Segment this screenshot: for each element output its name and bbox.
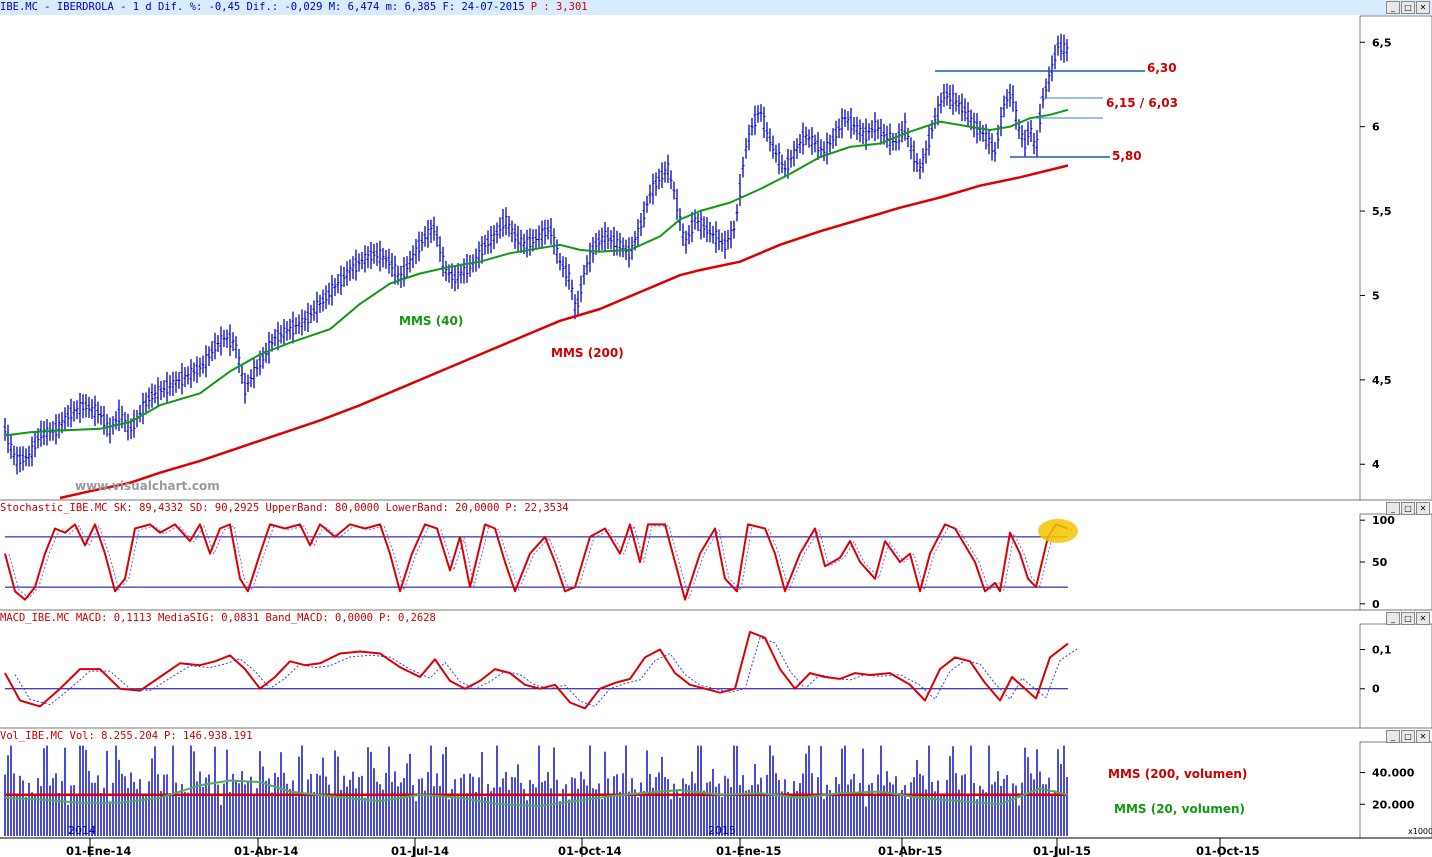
- macd-header-text: MACD_IBE.MC MACD: 0,1113 MediaSIG: 0,083…: [0, 612, 373, 624]
- macd-line: [4, 630, 1069, 710]
- vol-mms20-line: [4, 779, 1069, 807]
- macd-signal-line: [14, 637, 1079, 707]
- vol-header: Vol_IBE.MC Vol: 8.255.204 P: 146.938.191 …: [0, 729, 1432, 744]
- y-tick-label: 0: [1372, 683, 1380, 696]
- minimize-icon[interactable]: _: [1386, 1, 1400, 14]
- mms40-line: [4, 108, 1069, 437]
- x-tick-label: 01-Jul-14: [391, 844, 449, 857]
- maximize-icon[interactable]: □: [1401, 730, 1415, 743]
- stoch-header-text: Stochastic_IBE.MC SK: 89,4332 SD: 90,292…: [0, 502, 500, 514]
- stoch-sk-line: [4, 523, 1069, 601]
- vol-unit-label: x1000: [1408, 827, 1432, 836]
- label-580: 5,80: [1112, 149, 1142, 163]
- y-tick-label: 4,5: [1372, 374, 1392, 387]
- y-tick-label: 100: [1372, 514, 1395, 527]
- close-icon[interactable]: ✕: [1416, 1, 1430, 14]
- minimize-icon[interactable]: _: [1386, 612, 1400, 625]
- y-tick-label: 0: [1372, 598, 1380, 611]
- stoch-sd-line: [8, 525, 1073, 599]
- x-tick-label: 01-Abr-14: [234, 844, 298, 857]
- y-tick-label: 5,5: [1372, 205, 1392, 218]
- label-630: 6,30: [1147, 61, 1177, 75]
- y-tick-label: 20.000: [1372, 798, 1415, 811]
- watermark: www.visualchart.com: [75, 479, 220, 493]
- macd-header-p: P: 0,2628: [378, 612, 436, 624]
- y-tick-label: 40.000: [1372, 767, 1415, 780]
- x-tick-label: 01-Jul-15: [1033, 844, 1091, 857]
- y-tick-label: 50: [1372, 556, 1388, 569]
- vol-header-text: Vol_IBE.MC Vol: 8.255.204: [0, 730, 159, 742]
- label-mms200: MMS (200): [551, 346, 624, 360]
- close-icon[interactable]: ✕: [1416, 730, 1430, 743]
- label-615-603: 6,15 / 6,03: [1106, 96, 1178, 110]
- stoch-header-p: P: 22,3534: [505, 502, 569, 514]
- macd-header: MACD_IBE.MC MACD: 0,1113 MediaSIG: 0,083…: [0, 611, 1432, 626]
- maximize-icon[interactable]: □: [1401, 612, 1415, 625]
- label-mms40: MMS (40): [399, 314, 463, 328]
- vol-header-p: P: 146.938.191: [164, 730, 253, 742]
- x-tick-label: 01-Oct-15: [1196, 844, 1260, 857]
- y-tick-label: 5: [1372, 289, 1380, 302]
- x-tick-label: 01-Ene-15: [716, 844, 781, 857]
- minimize-icon[interactable]: _: [1386, 502, 1400, 515]
- minimize-icon[interactable]: _: [1386, 730, 1400, 743]
- maximize-icon[interactable]: □: [1401, 502, 1415, 515]
- x-tick-label: 01-Ene-14: [66, 844, 131, 857]
- label-vol-mms200: MMS (200, volumen): [1108, 767, 1247, 781]
- year-label-2015: 2015: [708, 824, 736, 837]
- stoch-highlight: [1038, 519, 1078, 543]
- y-tick-label: 4: [1372, 458, 1380, 471]
- price-header: IBE.MC - IBERDROLA - 1 d Dif. %: -0,45 D…: [0, 0, 1432, 15]
- close-icon[interactable]: ✕: [1416, 502, 1430, 515]
- y-tick-label: 6,5: [1372, 36, 1392, 49]
- year-label-2014: 2014: [68, 824, 96, 837]
- stoch-header: Stochastic_IBE.MC SK: 89,4332 SD: 90,292…: [0, 501, 1432, 516]
- x-tick-label: 01-Abr-15: [878, 844, 942, 857]
- y-tick-label: 0,1: [1372, 644, 1392, 657]
- mms200-line: [59, 164, 1069, 500]
- price-header-p: P : 3,301: [530, 1, 588, 13]
- label-vol-mms20: MMS (20, volumen): [1114, 802, 1245, 816]
- close-icon[interactable]: ✕: [1416, 612, 1430, 625]
- price-header-text: IBE.MC - IBERDROLA - 1 d Dif. %: -0,45 D…: [0, 1, 525, 13]
- y-tick-label: 6: [1372, 121, 1380, 134]
- maximize-icon[interactable]: □: [1401, 1, 1415, 14]
- x-tick-label: 01-Oct-14: [558, 844, 622, 857]
